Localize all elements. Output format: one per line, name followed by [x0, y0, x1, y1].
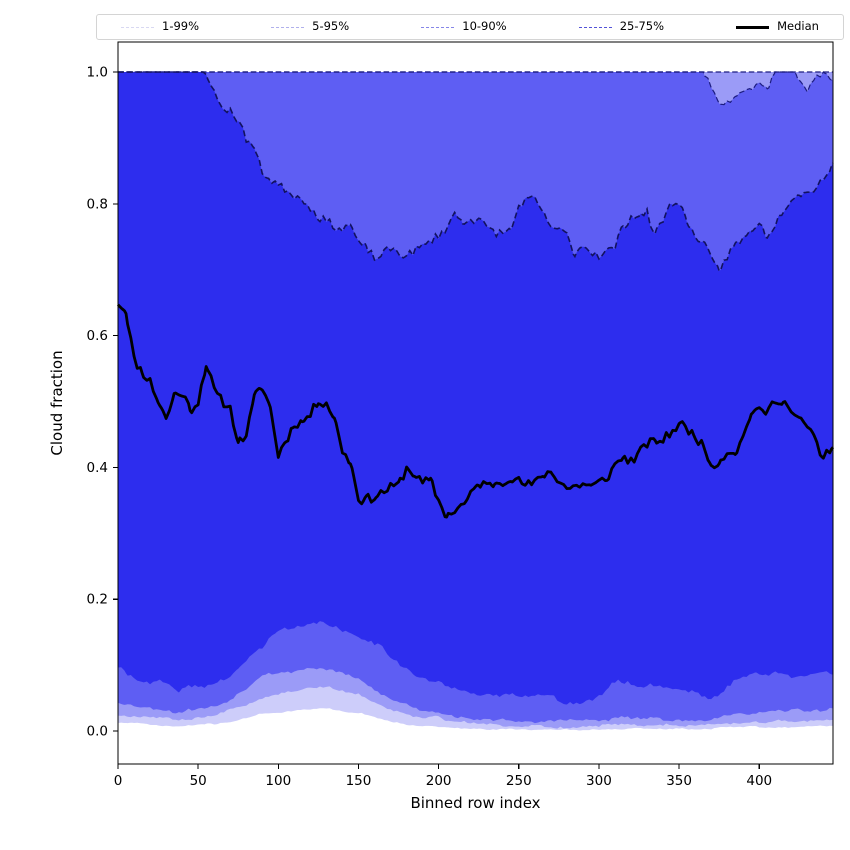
- x-tick-label: 350: [666, 773, 692, 789]
- legend: 1-99% 5-95% 10-90% 25-75% Median: [96, 14, 844, 40]
- edge-line-p75: [118, 71, 834, 273]
- legend-label: 1-99%: [162, 19, 200, 34]
- legend-label: 25-75%: [619, 19, 665, 34]
- x-tick-label: 300: [586, 773, 612, 789]
- y-tick-label: 0.6: [87, 328, 108, 344]
- legend-item-25-75: 25-75%: [578, 19, 665, 34]
- legend-label: Median: [777, 19, 819, 34]
- legend-item-1-99: 1-99%: [121, 21, 199, 33]
- legend-line-5-95: [271, 26, 305, 28]
- y-tick-label: 0.8: [87, 196, 108, 212]
- x-tick-label: 150: [346, 773, 372, 789]
- legend-line-25-75: [578, 26, 612, 28]
- x-tick-label: 250: [506, 773, 532, 789]
- x-axis-label: Binned row index: [410, 794, 541, 812]
- x-tick-label: 400: [746, 773, 772, 789]
- x-tick-label: 50: [190, 773, 207, 789]
- x-tick-label: 0: [114, 773, 123, 789]
- legend-item-5-95: 5-95%: [271, 21, 349, 33]
- y-tick-label: 0.0: [87, 724, 108, 740]
- band-25-75: [118, 72, 833, 705]
- y-tick-label: 0.2: [87, 592, 108, 608]
- legend-line-10-90: [421, 26, 455, 28]
- edge-line-p90: [118, 71, 834, 106]
- y-axis-label: Cloud fraction: [48, 350, 66, 456]
- x-tick-label: 100: [265, 773, 291, 789]
- y-tick-label: 1.0: [87, 65, 108, 81]
- legend-line-1-99: [121, 26, 154, 28]
- legend-label: 10-90%: [462, 19, 507, 34]
- median-line: [116, 303, 835, 519]
- x-tick-label: 200: [426, 773, 452, 789]
- legend-item-10-90: 10-90%: [421, 19, 507, 34]
- legend-label: 5-95%: [312, 19, 350, 34]
- axes-frame: [117, 41, 834, 765]
- legend-line-median: [736, 25, 770, 29]
- y-tick-label: 0.4: [87, 460, 108, 476]
- legend-item-median: Median: [736, 21, 819, 33]
